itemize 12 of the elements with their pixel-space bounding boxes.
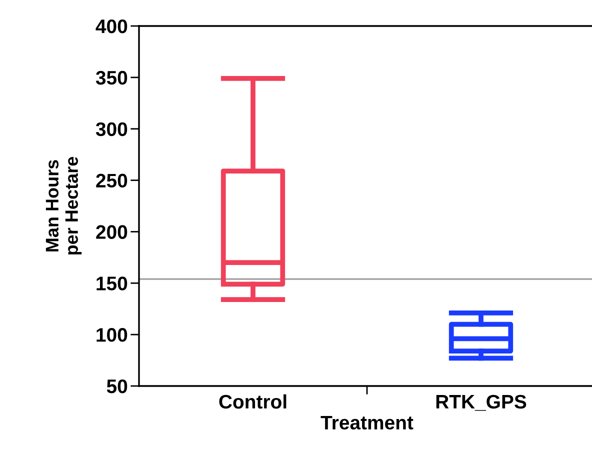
x-tick-label: RTK_GPS [436, 394, 526, 411]
y-tick-label: 250 [96, 174, 128, 188]
x-tick-label: Control [219, 394, 286, 409]
x-axis-title: Treatment [320, 416, 414, 430]
y-tick-label: 200 [96, 225, 128, 239]
y-tick-label: 350 [96, 70, 128, 85]
y-axis-title: Man Hours per Hectare [46, 156, 82, 254]
y-tick-label: 300 [96, 122, 128, 136]
y-tick-label: 50 [106, 379, 128, 394]
y-tick-label: 100 [96, 328, 128, 342]
y-tick-label: 400 [96, 19, 128, 34]
y-tick-label: 150 [96, 276, 128, 290]
